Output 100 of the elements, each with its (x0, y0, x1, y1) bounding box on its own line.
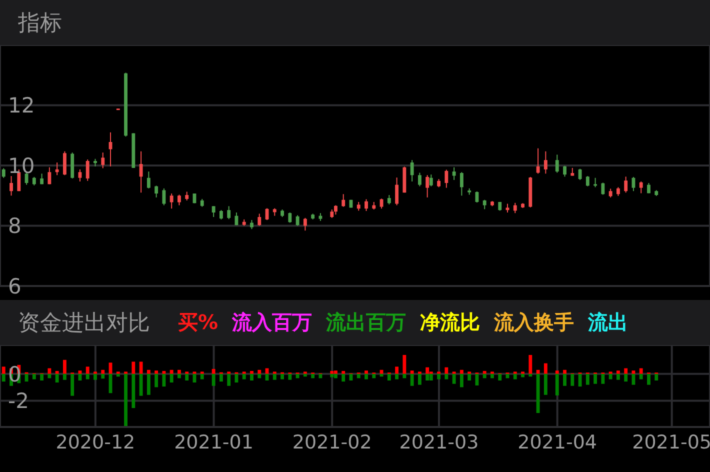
x-tick-label: 2021-03 (399, 431, 479, 454)
bar (616, 374, 620, 380)
bar (242, 374, 246, 380)
candlestick (288, 212, 292, 224)
candlestick (219, 210, 223, 220)
bar (632, 374, 636, 385)
text: 买% (178, 309, 218, 336)
bar (2, 366, 6, 374)
bar (528, 374, 532, 377)
candlestick (55, 162, 59, 176)
bar (280, 374, 284, 380)
bar (639, 374, 643, 380)
candlestick (334, 204, 338, 216)
bar (555, 370, 559, 374)
candlestick (78, 168, 82, 182)
bar (356, 374, 360, 378)
candlestick (342, 194, 346, 208)
candlestick (387, 194, 391, 205)
bar (170, 370, 174, 374)
y-tick-label: 10 (8, 154, 35, 178)
chart-title: 指标 (18, 10, 62, 38)
bar (342, 370, 346, 374)
bar (387, 374, 391, 380)
bar (178, 370, 181, 374)
candlestick (536, 148, 540, 174)
bar (311, 374, 315, 378)
candlestick (452, 166, 456, 180)
bar (544, 374, 548, 395)
bar (272, 374, 276, 380)
y-tick-label: -2 (8, 389, 29, 414)
bar (212, 374, 216, 386)
bar (475, 374, 479, 386)
bar (555, 374, 559, 396)
bar (563, 370, 566, 374)
candlestick (86, 158, 90, 182)
bar (444, 374, 448, 380)
candlestick (624, 176, 628, 194)
candlestick (380, 198, 384, 210)
text: 净流比 (420, 309, 480, 336)
bar (132, 374, 136, 408)
bar (395, 374, 399, 380)
bar (536, 370, 540, 374)
candlestick (62, 150, 66, 176)
text: 流出 (588, 309, 628, 336)
text: 流入百万 (232, 309, 312, 336)
bar (318, 374, 322, 378)
bar (594, 374, 598, 384)
bar (410, 374, 414, 386)
bar (62, 374, 66, 380)
bar (139, 362, 143, 374)
bar (586, 374, 590, 385)
bar (437, 374, 441, 380)
candlestick (10, 176, 13, 196)
bar (632, 370, 636, 374)
bar (482, 374, 486, 378)
candlestick (139, 150, 143, 194)
candlestick (555, 154, 559, 174)
candlestick (513, 202, 517, 214)
candlestick (48, 166, 52, 185)
bar (146, 374, 150, 395)
bar (40, 374, 44, 380)
candlestick (460, 172, 464, 196)
bar (139, 374, 143, 396)
bar (154, 374, 158, 388)
bar (48, 368, 52, 374)
bar (482, 370, 486, 374)
candlestick (444, 169, 448, 188)
bar (498, 374, 502, 380)
candlestick (170, 193, 174, 210)
bar (418, 374, 422, 385)
bar (528, 354, 532, 374)
candlestick (146, 171, 150, 189)
candlestick (639, 180, 643, 194)
bar (288, 374, 292, 380)
bar (296, 374, 300, 378)
candlestick (212, 206, 216, 218)
bar (219, 374, 223, 382)
bar (402, 354, 406, 374)
bar (364, 370, 368, 374)
bar (185, 374, 189, 380)
bar (426, 367, 430, 374)
bar (178, 374, 181, 378)
bar (2, 374, 6, 382)
candlestick (303, 217, 307, 232)
bar (334, 370, 338, 374)
bar (521, 374, 524, 378)
y-tick-label: 12 (8, 94, 35, 118)
bar (258, 370, 262, 374)
bar (426, 374, 430, 380)
bar (372, 374, 376, 378)
x-tick-label: 2021-04 (518, 431, 598, 454)
bar (124, 374, 128, 426)
bar (55, 374, 59, 383)
bar (616, 370, 620, 374)
candlestick (601, 182, 605, 196)
bar (624, 374, 628, 382)
candlestick (250, 220, 254, 230)
candlestick (227, 206, 231, 220)
bar (116, 374, 120, 377)
candlestick (178, 194, 181, 206)
